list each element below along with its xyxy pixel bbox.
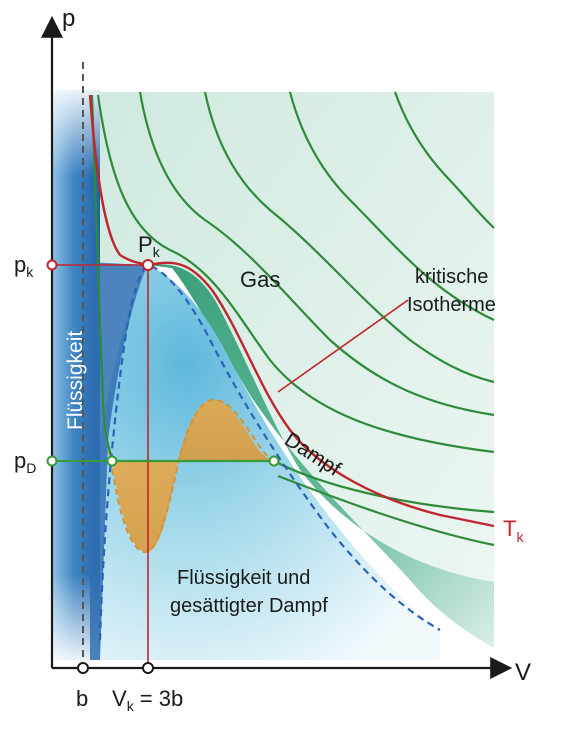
gas-region xyxy=(90,92,494,648)
isotherm-3 xyxy=(203,91,495,384)
pk-axis-point xyxy=(46,259,58,271)
pd-axis-point xyxy=(46,455,58,467)
isotherm-1 xyxy=(96,94,495,454)
isotherms-group xyxy=(90,91,495,547)
critical-isotherm-pointer xyxy=(277,299,409,393)
binodal-curve xyxy=(98,263,441,641)
liquid-region-label: Flüssigkeit xyxy=(64,331,87,430)
critical-isotherm-label-line1: kritische xyxy=(415,266,488,288)
isotherm-5 xyxy=(393,91,495,229)
mixture-label-line2: gesättigter Dampf xyxy=(170,595,328,617)
pd-label: pD xyxy=(14,448,36,476)
vk-label: Vk = 3b xyxy=(112,686,183,714)
vapor-region xyxy=(148,264,494,648)
vapor-saturation-point xyxy=(268,455,280,467)
pk-label: pk xyxy=(14,252,34,280)
upper-loop-area xyxy=(178,400,274,461)
isotherm-4 xyxy=(288,91,495,321)
isotherm-below-2 xyxy=(277,474,495,547)
critical-isotherm-label-line2: Isotherme xyxy=(407,294,496,316)
vdw-subcritical-loop xyxy=(103,398,277,553)
b-axis-point xyxy=(77,662,89,674)
mixture-label-line1: Flüssigkeit und xyxy=(177,567,310,589)
liquid-saturation-point xyxy=(106,455,118,467)
isotherm-2 xyxy=(138,91,495,417)
vk-axis-point xyxy=(142,662,154,674)
isotherm-below-1 xyxy=(90,94,495,514)
gas-region-label: Gas xyxy=(240,267,280,292)
critical-point-label: Pk xyxy=(138,232,161,260)
liquid-wedge xyxy=(90,262,148,660)
tk-label: Tk xyxy=(503,516,524,545)
critical-point-marker xyxy=(142,259,154,271)
b-label: b xyxy=(76,686,88,711)
critical-isotherm xyxy=(88,94,495,528)
y-axis-label: p xyxy=(62,5,75,32)
x-axis-label: V xyxy=(515,659,531,686)
